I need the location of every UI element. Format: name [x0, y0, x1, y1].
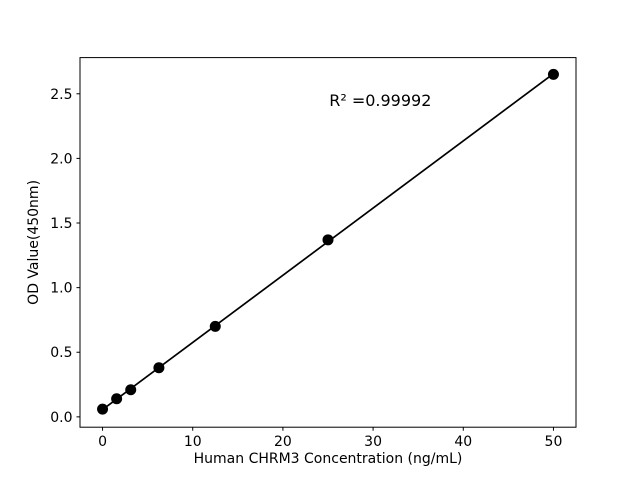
r-squared-annotation: R² =0.99992 [329, 91, 431, 110]
y-tick-label: 2.0 [50, 151, 72, 167]
data-point [547, 68, 559, 80]
y-tick-label: 1.5 [50, 216, 72, 232]
data-point [97, 403, 109, 415]
y-tick-label: 0.0 [50, 410, 72, 426]
x-tick-label: 50 [545, 434, 563, 450]
x-tick-label: 10 [184, 434, 202, 450]
data-point [322, 234, 334, 246]
x-tick-label: 0 [98, 434, 107, 450]
data-point [153, 362, 165, 374]
data-point [209, 320, 221, 332]
plot-area: 0 10 20 30 40 50 0.0 0.5 1.0 1.5 2.0 2.5 [50, 57, 577, 450]
y-axis-label: OD Value(450nm) [26, 180, 42, 305]
x-tick-label: 30 [364, 434, 382, 450]
data-point [125, 384, 137, 396]
y-tick-label: 1.0 [50, 281, 72, 297]
axes-box [79, 57, 577, 428]
x-tick-label: 20 [274, 434, 292, 450]
y-tick-label: 0.5 [50, 345, 72, 361]
y-tick-label: 2.5 [50, 87, 72, 103]
x-axis-label: Human CHRM3 Concentration (ng/mL) [194, 451, 463, 467]
data-point [111, 393, 123, 405]
x-tick-label: 40 [454, 434, 472, 450]
